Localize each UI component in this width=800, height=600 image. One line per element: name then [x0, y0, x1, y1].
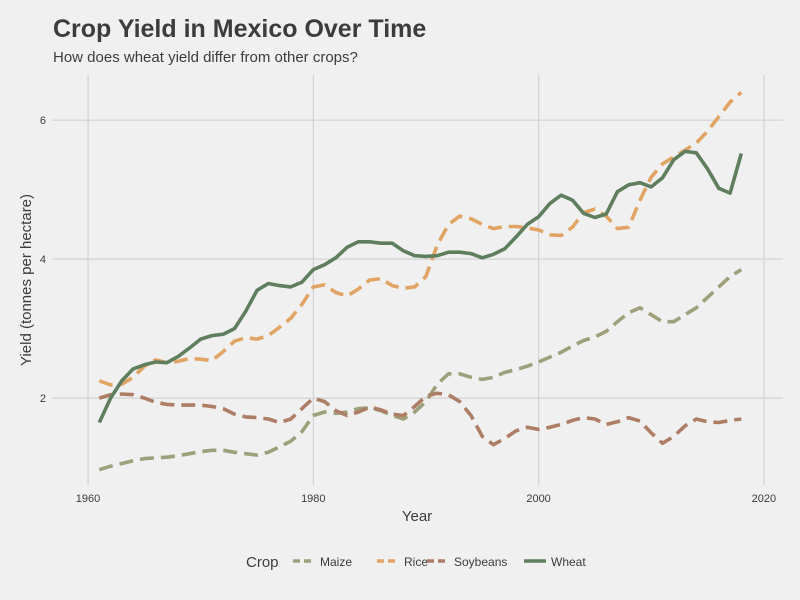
- legend-label: Wheat: [551, 555, 586, 569]
- y-tick-label: 2: [40, 393, 46, 405]
- series-line-maize: [98, 268, 743, 472]
- x-tick-label: 1960: [76, 493, 100, 505]
- y-tick-label: 4: [40, 254, 46, 266]
- grid-lines: [52, 75, 783, 485]
- legend-item-rice: Rice: [377, 555, 428, 569]
- chart-title: Crop Yield in Mexico Over Time: [53, 15, 426, 43]
- legend-item-maize: Maize: [293, 555, 352, 569]
- legend-item-soybeans: Soybeans: [427, 555, 507, 569]
- series-line-wheat: [97, 149, 744, 424]
- legend-items: Maize Rice Soybeans Wheat: [293, 555, 586, 569]
- chart-subtitle: How does wheat yield differ from other c…: [53, 49, 358, 66]
- series-lines: [97, 91, 744, 472]
- x-tick-label: 1980: [301, 493, 325, 505]
- legend-label: Maize: [320, 555, 352, 569]
- legend-item-wheat: Wheat: [524, 555, 586, 569]
- x-tick-labels: 1960 1980 2000 2020: [76, 493, 776, 505]
- y-axis-label: Yield (tonnes per hectare): [18, 194, 35, 366]
- x-tick-label: 2020: [752, 493, 776, 505]
- x-axis-label: Year: [402, 508, 432, 525]
- series-line-rice: [98, 91, 743, 387]
- series-line-soybeans: [98, 391, 742, 447]
- legend-label: Soybeans: [454, 555, 507, 569]
- x-tick-label: 2000: [526, 493, 550, 505]
- y-tick-label: 6: [40, 115, 46, 127]
- legend-label: Rice: [404, 555, 428, 569]
- y-tick-labels: 2 4 6: [40, 115, 46, 405]
- legend: Crop Maize Rice Soybeans Wheat: [246, 554, 586, 571]
- legend-title: Crop: [246, 554, 279, 571]
